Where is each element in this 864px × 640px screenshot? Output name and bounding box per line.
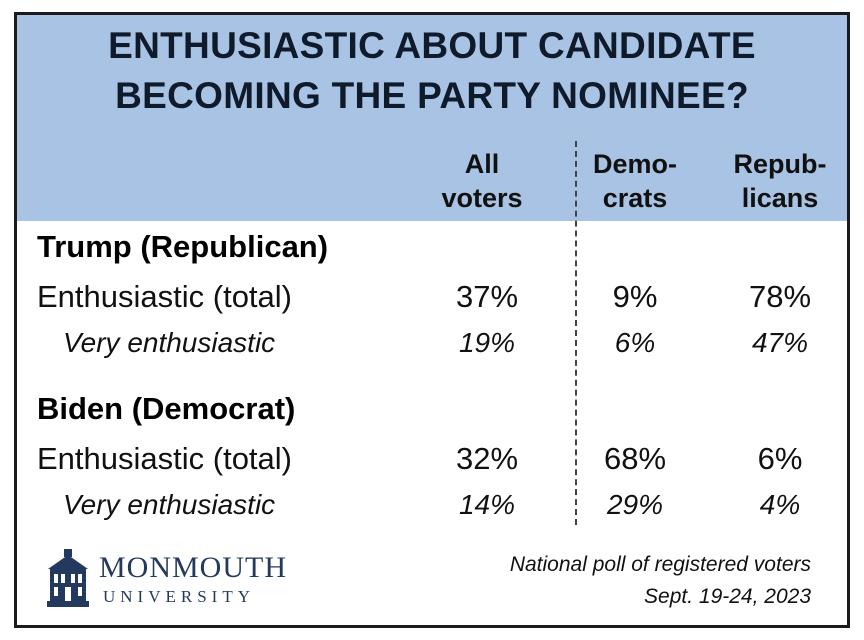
- column-header-line: All: [464, 149, 500, 179]
- table-cell: 32%: [455, 441, 519, 476]
- table-cell: 78%: [748, 279, 812, 314]
- row-label: Very enthusiastic: [63, 489, 276, 520]
- table-cell: 29%: [606, 489, 664, 520]
- column-divider: [575, 141, 577, 525]
- header-band: ENTHUSIASTIC ABOUT CANDIDATE BECOMING TH…: [17, 15, 847, 221]
- table-cell: 6%: [757, 441, 803, 476]
- table-cell: 68%: [603, 441, 667, 476]
- table-cell: 47%: [751, 327, 809, 358]
- group-title-trump: Trump (Republican): [37, 229, 329, 264]
- table-cell: 19%: [458, 327, 516, 358]
- logo-wordmark: MONMOUTH: [99, 551, 287, 584]
- building-icon: [47, 549, 89, 607]
- column-header-republicans: Repub- licans: [710, 147, 850, 215]
- table-cell: 37%: [455, 279, 519, 314]
- table-cell: 14%: [458, 489, 516, 520]
- column-header-line: Demo-: [592, 149, 677, 179]
- column-header-line: licans: [741, 183, 819, 213]
- column-header-all-voters: All voters: [412, 147, 552, 215]
- title-line-1: ENTHUSIASTIC ABOUT CANDIDATE: [108, 25, 756, 66]
- group-title-biden: Biden (Democrat): [37, 391, 296, 426]
- footnote-date: Sept. 19-24, 2023: [644, 585, 811, 608]
- row-label: Enthusiastic (total): [37, 279, 292, 314]
- footnote-source: National poll of registered voters: [509, 553, 811, 576]
- table-cell: 6%: [614, 327, 656, 358]
- logo-subtitle: UNIVERSITY: [103, 587, 255, 606]
- monmouth-logo: MONMOUTH UNIVERSITY: [45, 549, 295, 611]
- row-label: Enthusiastic (total): [37, 441, 292, 476]
- table-cell: 4%: [759, 489, 801, 520]
- column-header-line: voters: [441, 183, 523, 213]
- poll-table-frame: ENTHUSIASTIC ABOUT CANDIDATE BECOMING TH…: [14, 12, 850, 628]
- column-header-line: Repub-: [733, 149, 827, 179]
- row-label: Very enthusiastic: [63, 327, 276, 358]
- table-cell: 9%: [612, 279, 658, 314]
- column-header-democrats: Demo- crats: [565, 147, 705, 215]
- column-header-line: crats: [602, 183, 668, 213]
- title-line-2: BECOMING THE PARTY NOMINEE?: [115, 75, 749, 116]
